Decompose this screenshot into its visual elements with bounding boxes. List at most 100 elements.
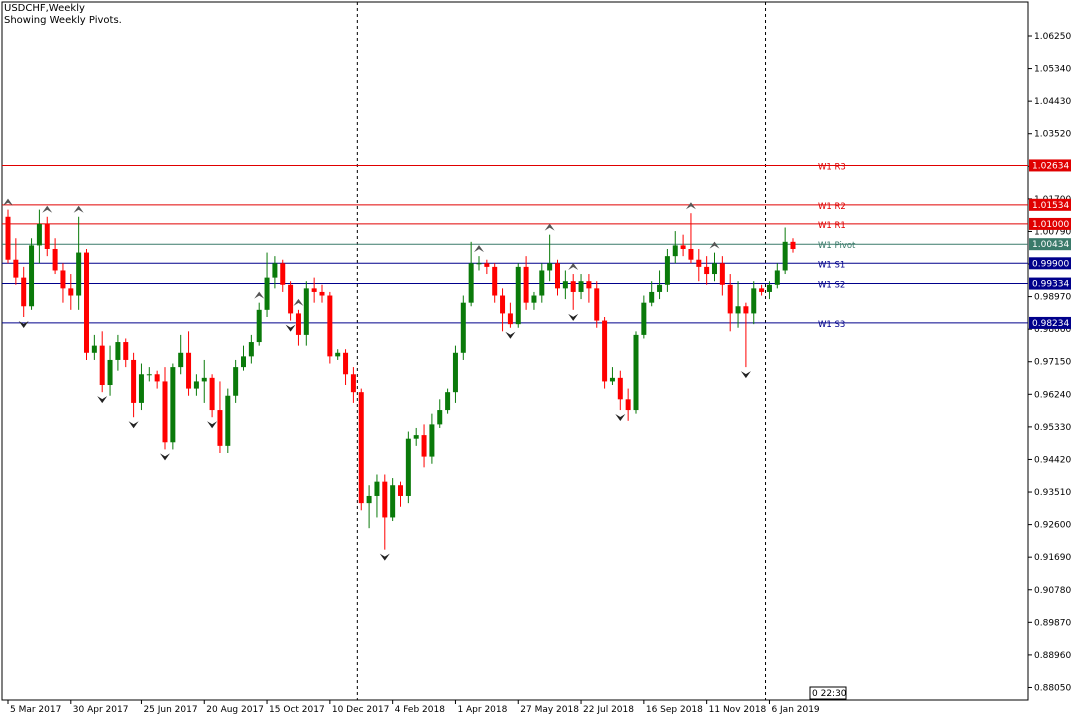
candle-body[interactable] — [555, 263, 560, 289]
candle-body[interactable] — [366, 495, 372, 504]
candle-body[interactable] — [358, 392, 364, 504]
candle-body[interactable] — [743, 306, 749, 314]
candle-body[interactable] — [468, 263, 474, 303]
candle-body[interactable] — [217, 410, 223, 446]
candle-body[interactable] — [5, 216, 11, 260]
candle-body[interactable] — [303, 288, 309, 335]
candle-body[interactable] — [633, 334, 639, 411]
candle-body[interactable] — [664, 256, 670, 285]
candle-body[interactable] — [138, 374, 144, 403]
candle-body[interactable] — [115, 342, 121, 360]
candle-body[interactable] — [264, 277, 270, 310]
candle-body[interactable] — [759, 288, 765, 292]
candle-body[interactable] — [460, 302, 466, 353]
candle-body[interactable] — [602, 320, 608, 382]
candle-body[interactable] — [484, 263, 490, 267]
candle-body[interactable] — [445, 392, 451, 411]
candle-body[interactable] — [123, 342, 129, 360]
candle-body[interactable] — [209, 377, 215, 411]
candle-body[interactable] — [84, 252, 89, 353]
candle-body[interactable] — [515, 266, 521, 325]
candle-body[interactable] — [719, 263, 725, 285]
candle-body[interactable] — [335, 352, 341, 357]
candle-body[interactable] — [272, 263, 278, 278]
candle-body[interactable] — [374, 481, 380, 496]
candle-body[interactable] — [193, 381, 199, 389]
candle-body[interactable] — [657, 284, 663, 292]
candle-body[interactable] — [492, 266, 498, 296]
candle-body[interactable] — [91, 345, 97, 353]
candle-body[interactable] — [248, 342, 254, 357]
candle-body[interactable] — [13, 259, 19, 278]
candle-body[interactable] — [319, 291, 325, 296]
candle-body[interactable] — [162, 381, 168, 443]
candle-body[interactable] — [288, 284, 294, 314]
candle-body[interactable] — [36, 223, 42, 246]
candle-body[interactable] — [382, 481, 388, 518]
candle-body[interactable] — [390, 485, 396, 518]
candle-body[interactable] — [186, 352, 192, 389]
candle-body[interactable] — [547, 263, 553, 271]
candle-body[interactable] — [44, 223, 50, 249]
candle-body[interactable] — [774, 270, 780, 285]
candle-body[interactable] — [52, 248, 58, 271]
candle-body[interactable] — [712, 263, 717, 275]
candle-body[interactable] — [452, 352, 458, 393]
candle-body[interactable] — [790, 241, 796, 249]
candle-body[interactable] — [507, 313, 513, 325]
candle-body[interactable] — [280, 263, 286, 285]
candle-body[interactable] — [241, 356, 246, 368]
candle-body[interactable] — [586, 281, 592, 289]
candle-body[interactable] — [343, 352, 349, 375]
candle-body[interactable] — [523, 266, 529, 303]
candle-body[interactable] — [233, 367, 239, 396]
candle-body[interactable] — [170, 367, 176, 443]
candle-body[interactable] — [578, 281, 584, 292]
candle-body[interactable] — [539, 270, 545, 296]
candle-body[interactable] — [107, 359, 113, 386]
candle-body[interactable] — [225, 395, 231, 446]
candle-body[interactable] — [131, 359, 137, 403]
candle-body[interactable] — [29, 245, 35, 307]
candle-body[interactable] — [688, 248, 694, 260]
candle-body[interactable] — [421, 435, 427, 457]
candle-body[interactable] — [256, 309, 262, 343]
candle-body[interactable] — [782, 241, 788, 271]
candle-body[interactable] — [531, 295, 537, 303]
candle-body[interactable] — [609, 377, 615, 382]
candle-body[interactable] — [21, 277, 27, 307]
candle-body[interactable] — [76, 252, 82, 296]
candle-body[interactable] — [429, 424, 435, 457]
candle-body[interactable] — [99, 345, 105, 386]
candle-body[interactable] — [594, 288, 600, 321]
candle-body[interactable] — [570, 281, 576, 292]
candle-body[interactable] — [60, 270, 66, 289]
candle-body[interactable] — [201, 377, 207, 382]
candle-body[interactable] — [311, 288, 317, 292]
candle-body[interactable] — [405, 438, 411, 496]
candle-body[interactable] — [617, 377, 623, 400]
candle-body[interactable] — [625, 399, 631, 411]
candle-body[interactable] — [766, 284, 772, 292]
candle-body[interactable] — [704, 266, 710, 275]
candle-body[interactable] — [696, 259, 702, 267]
candle-body[interactable] — [751, 288, 757, 314]
candle-body[interactable] — [735, 306, 741, 314]
candle-body[interactable] — [727, 284, 733, 314]
candle-body[interactable] — [437, 410, 443, 425]
candle-body[interactable] — [68, 288, 74, 296]
candle-body[interactable] — [476, 263, 482, 265]
candle-body[interactable] — [327, 295, 333, 357]
candle-body[interactable] — [680, 245, 686, 249]
candle-body[interactable] — [295, 313, 301, 335]
candle-body[interactable] — [350, 374, 356, 393]
candle-body[interactable] — [672, 245, 678, 257]
candle-body[interactable] — [641, 302, 647, 335]
candle-body[interactable] — [398, 485, 403, 496]
candle-body[interactable] — [146, 374, 152, 376]
candle-body[interactable] — [154, 374, 160, 382]
candle-body[interactable] — [413, 435, 419, 439]
candle-body[interactable] — [649, 291, 655, 303]
